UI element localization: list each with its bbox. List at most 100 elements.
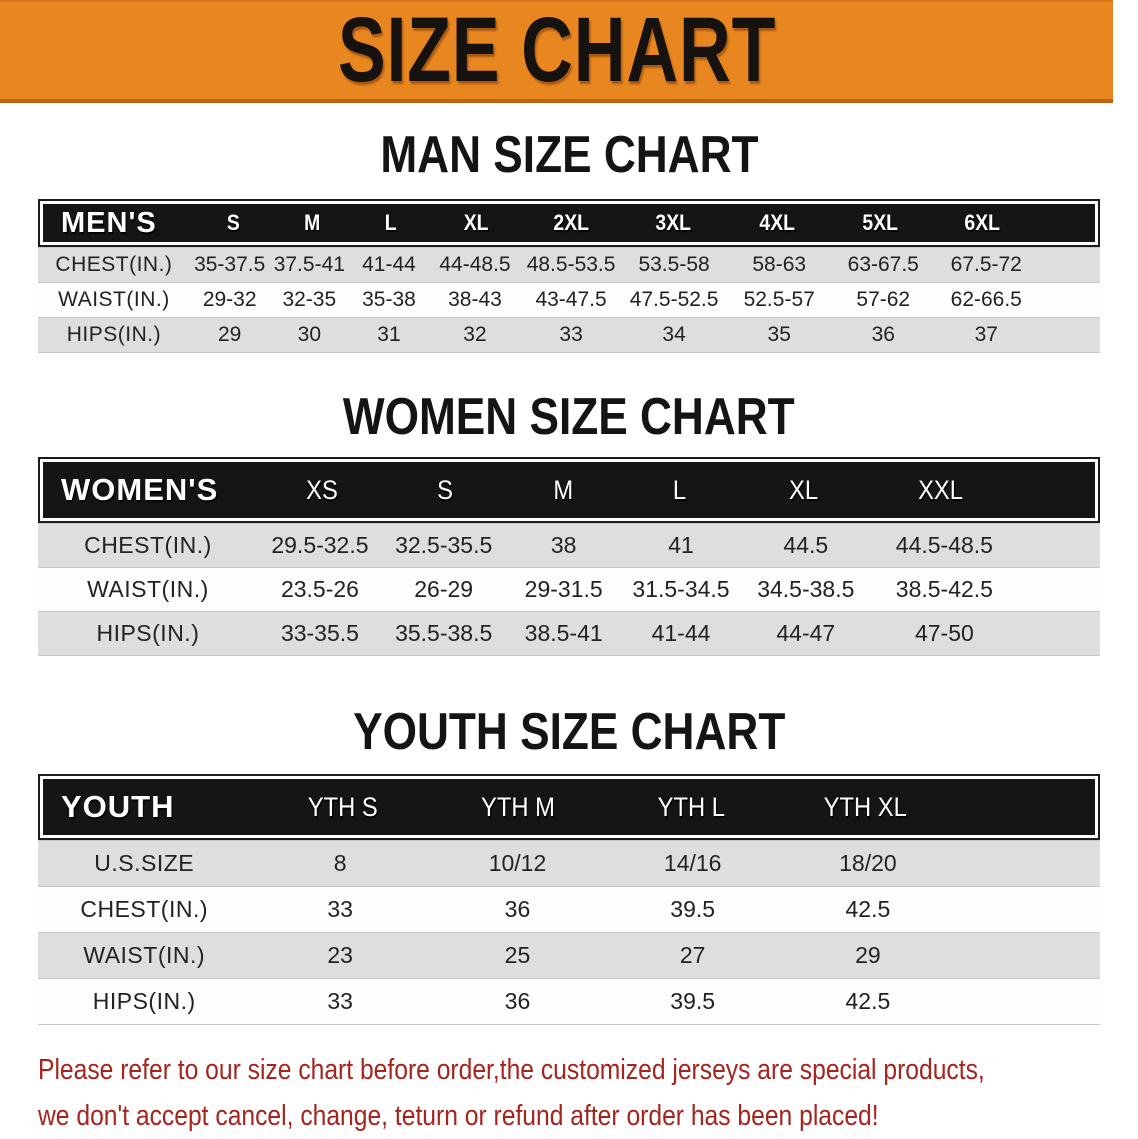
col-header-yth-m: YTH M [480, 791, 555, 822]
row-label: HIPS(IN.) [66, 323, 162, 346]
cell: 31.5-34.5 [632, 576, 730, 602]
women-section-heading-text: WOMEN SIZE CHART [343, 388, 795, 446]
disclaimer-line-1: Please refer to our size chart before or… [38, 1054, 985, 1086]
cell: 47-50 [914, 620, 974, 646]
men-chest-row: CHEST(IN.) 35-37.5 37.5-41 41-44 44-48.5… [38, 247, 1100, 282]
col-header-xxl: XXL [918, 474, 964, 505]
col-header-m: M [303, 210, 320, 235]
col-header-xl: XL [789, 474, 819, 505]
cell: 42.5 [845, 988, 891, 1014]
row-label: WAIST(IN.) [58, 288, 170, 311]
cell: 10/12 [488, 850, 547, 876]
cell: 29 [855, 942, 881, 968]
cell: 29.5-32.5 [271, 532, 369, 558]
size-chart-banner: SIZE CHART [0, 0, 1113, 103]
cell: 30 [297, 323, 321, 346]
cell: 35-37.5 [194, 253, 266, 276]
cell: 25 [504, 942, 531, 968]
men-hips-row: HIPS(IN.) 29 30 31 32 33 34 35 36 37 [38, 317, 1100, 353]
cell: 33 [327, 988, 353, 1014]
cell: 37.5-41 [273, 253, 345, 276]
women-size-table: WOMEN'S XS S M L XL XXL CHEST(IN.) 29.5-… [38, 457, 1100, 656]
cell: 29 [218, 323, 242, 346]
cell: 44-48.5 [439, 253, 511, 276]
col-header-s: S [436, 474, 453, 505]
col-header-yth-l: YTH L [657, 791, 726, 822]
cell: 47.5-52.5 [629, 288, 719, 311]
women-table-header-bar: WOMEN'S XS S M L XL XXL [43, 462, 1095, 518]
cell: 14/16 [663, 850, 722, 876]
men-waist-row: WAIST(IN.) 29-32 32-35 35-38 38-43 43-47… [38, 282, 1100, 317]
col-header-3xl: 3XL [655, 210, 691, 235]
women-hips-row: HIPS(IN.) 33-35.5 35.5-38.5 38.5-41 41-4… [38, 611, 1100, 656]
youth-waist-row: WAIST(IN.) 23 25 27 29 [38, 932, 1100, 978]
youth-table-corner-label: YOUTH [61, 789, 175, 824]
cell: 38.5-41 [524, 620, 603, 646]
cell: 57-62 [856, 288, 911, 311]
col-header-xs: XS [306, 474, 339, 505]
youth-size-table: YOUTH YTH S YTH M YTH L YTH XL U.S.SIZE … [38, 774, 1100, 1025]
youth-chest-row: CHEST(IN.) 33 36 39.5 42.5 [38, 886, 1100, 932]
cell: 23.5-26 [280, 576, 359, 602]
disclaimer-note: Please refer to our size chart before or… [0, 1047, 1138, 1139]
cell: 53.5-58 [638, 253, 710, 276]
men-table-corner-label: MEN'S [61, 206, 157, 239]
youth-table-header-frame: YOUTH YTH S YTH M YTH L YTH XL [38, 774, 1100, 840]
cell: 52.5-57 [743, 288, 815, 311]
youth-section-heading-text: YOUTH SIZE CHART [352, 703, 786, 761]
youth-section-heading: YOUTH SIZE CHART [0, 704, 1138, 760]
youth-ussize-row: U.S.SIZE 8 10/12 14/16 18/20 [38, 840, 1100, 886]
row-label: WAIST(IN.) [87, 576, 209, 602]
cell: 36 [504, 988, 531, 1014]
cell: 8 [333, 850, 347, 876]
men-table-header-frame: MEN'S S M L XL 2XL 3XL 4XL 5XL 6XL [38, 199, 1100, 247]
cell: 33 [559, 323, 583, 346]
row-label: WAIST(IN.) [83, 942, 206, 968]
cell: 38.5-42.5 [895, 576, 993, 602]
cell: 67.5-72 [950, 253, 1022, 276]
col-header-4xl: 4XL [759, 210, 795, 235]
cell: 41-44 [651, 620, 711, 646]
cell: 43-47.5 [535, 288, 607, 311]
cell: 41-44 [362, 253, 416, 276]
cell: 34 [662, 323, 686, 346]
men-table-header-bar: MEN'S S M L XL 2XL 3XL 4XL 5XL 6XL [43, 204, 1095, 242]
col-header-yth-s: YTH S [307, 791, 378, 822]
cell: 39.5 [670, 896, 716, 922]
women-section-heading: WOMEN SIZE CHART [0, 389, 1138, 445]
cell: 35-38 [362, 288, 416, 311]
cell: 44.5 [783, 532, 829, 558]
cell: 39.5 [670, 988, 716, 1014]
row-label: CHEST(IN.) [80, 896, 209, 922]
cell: 33 [327, 896, 353, 922]
col-header-l: L [673, 474, 687, 505]
cell: 31 [377, 323, 401, 346]
men-size-table: MEN'S S M L XL 2XL 3XL 4XL 5XL 6XL CHEST… [38, 199, 1100, 353]
man-section-heading-text: MAN SIZE CHART [379, 126, 759, 184]
cell: 63-67.5 [847, 253, 919, 276]
col-header-5xl: 5XL [862, 210, 899, 235]
cell: 32-35 [282, 288, 337, 311]
cell: 18/20 [839, 850, 897, 876]
cell: 44.5-48.5 [895, 532, 993, 558]
col-header-6xl: 6XL [964, 210, 1001, 235]
cell: 36 [504, 896, 531, 922]
row-label: HIPS(IN.) [92, 988, 196, 1014]
cell: 29-32 [202, 288, 257, 311]
cell: 32.5-35.5 [395, 532, 493, 558]
banner-title: SIZE CHART [337, 0, 776, 101]
cell: 62-66.5 [950, 288, 1022, 311]
cell: 35 [767, 323, 791, 346]
col-header-yth-xl: YTH XL [823, 791, 907, 822]
man-section-heading: MAN SIZE CHART [0, 127, 1138, 183]
youth-table-header-bar: YOUTH YTH S YTH M YTH L YTH XL [43, 779, 1095, 835]
disclaimer-line-2: we don't accept cancel, change, teturn o… [38, 1100, 879, 1132]
cell: 58-63 [752, 253, 807, 276]
row-label: U.S.SIZE [94, 850, 195, 876]
women-waist-row: WAIST(IN.) 23.5-26 26-29 29-31.5 31.5-34… [38, 567, 1100, 611]
cell: 29-31.5 [524, 576, 603, 602]
col-header-2xl: 2XL [553, 210, 589, 235]
row-label: CHEST(IN.) [84, 532, 212, 558]
cell: 48.5-53.5 [526, 253, 616, 276]
cell: 37 [974, 323, 998, 346]
